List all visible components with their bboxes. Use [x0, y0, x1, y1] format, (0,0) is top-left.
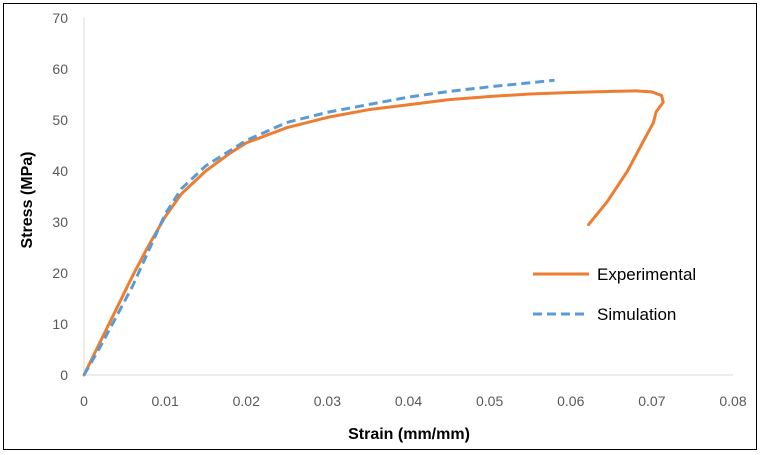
y-tick-label: 70 — [52, 10, 68, 26]
y-axis-title: Stress (MPa) — [19, 152, 36, 249]
x-tick-label: 0.03 — [314, 393, 341, 409]
series-line-simulation — [82, 78, 555, 376]
y-tick-label: 60 — [52, 61, 68, 77]
x-axis-title: Strain (mm/mm) — [348, 426, 470, 443]
legend-label-simulation: Simulation — [597, 305, 676, 324]
x-tick-label: 0.04 — [395, 393, 422, 409]
x-tick-label: 0.05 — [476, 393, 503, 409]
x-tick-labels: 0 0.01 0.02 0.03 0.04 0.05 0.06 0.07 0.08 — [80, 393, 747, 409]
legend: Experimental Simulation — [533, 265, 696, 324]
y-tick-label: 30 — [52, 214, 68, 230]
x-tick-label: 0 — [80, 393, 88, 409]
y-tick-label: 20 — [52, 265, 68, 281]
series-line-experimental — [82, 89, 665, 377]
y-tick-label: 10 — [52, 316, 68, 332]
y-tick-labels: 0 10 20 30 40 50 60 70 — [52, 10, 68, 383]
y-tick-label: 0 — [60, 367, 68, 383]
x-tick-label: 0.06 — [557, 393, 584, 409]
x-tick-label: 0.01 — [152, 393, 179, 409]
x-tick-label: 0.02 — [233, 393, 260, 409]
y-tick-label: 50 — [52, 112, 68, 128]
series-lines — [82, 78, 665, 377]
y-tick-label: 40 — [52, 163, 68, 179]
legend-label-experimental: Experimental — [597, 265, 696, 284]
x-tick-label: 0.07 — [638, 393, 665, 409]
x-tick-label: 0.08 — [719, 393, 746, 409]
